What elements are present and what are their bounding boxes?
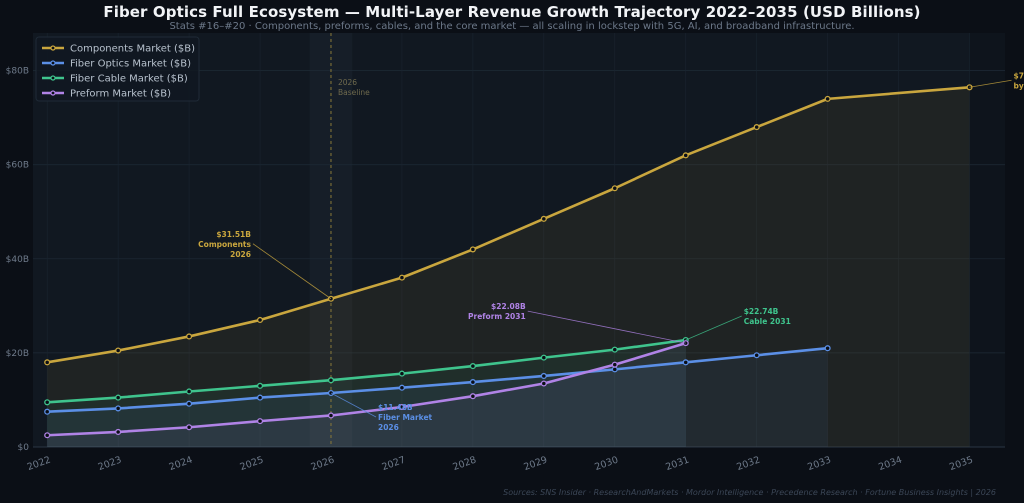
data-point [186, 424, 193, 431]
right-band [969, 33, 1005, 447]
x-tick-label: 2028 [451, 454, 477, 473]
chart-title: Fiber Optics Full Ecosystem — Multi-Laye… [103, 3, 921, 21]
annotation-label: $22.08B [491, 302, 526, 311]
x-tick-label: 2032 [735, 454, 761, 473]
x-tick-label: 2029 [522, 454, 548, 473]
source-note: Sources: SNS Insider · ResearchAndMarket… [503, 488, 996, 497]
legend-label: Fiber Cable Market ($B) [70, 74, 188, 85]
y-tick-label: $80B [6, 67, 29, 77]
data-point [540, 354, 547, 361]
data-point [44, 399, 51, 406]
legend-marker [50, 90, 56, 96]
data-point [256, 382, 264, 389]
series-area [47, 340, 686, 447]
annotation-label: Preform 2031 [468, 312, 526, 321]
x-tick-label: 2030 [593, 454, 619, 473]
data-point [44, 432, 51, 439]
series-line [47, 341, 687, 437]
data-point [186, 400, 193, 407]
data-point [540, 380, 547, 387]
data-point [256, 316, 264, 324]
data-point [398, 370, 405, 377]
data-point [540, 372, 547, 380]
legend-label: Fiber Optics Market ($B) [70, 59, 191, 70]
annotation-arrow [252, 243, 332, 300]
data-point [115, 405, 122, 412]
y-tick-label: $40B [6, 255, 29, 265]
legend-label: Components Market ($B) [70, 44, 195, 55]
annotation-label: Cable 2031 [744, 317, 791, 326]
data-point [611, 185, 618, 192]
series-area [47, 343, 686, 447]
legend-marker [50, 60, 56, 66]
data-point [469, 246, 476, 253]
baseline-label-year: 2026 [338, 78, 357, 87]
x-tick-label: 2027 [380, 454, 406, 473]
annotation-arrow [685, 315, 742, 341]
x-tick-label: 2031 [664, 454, 690, 473]
x-tick-label: 2034 [877, 454, 903, 473]
annotation-label: 2026 [378, 423, 399, 432]
data-point [327, 412, 335, 419]
annotation-label: $22.74B [744, 307, 779, 316]
y-tick-label: $60B [6, 161, 29, 171]
annotation-label: $76.46B [1014, 71, 1024, 80]
data-point [256, 418, 264, 425]
x-tick-label: 2033 [806, 454, 832, 473]
data-point [186, 333, 193, 340]
data-point [611, 346, 618, 353]
annotation-label: $31.51B [216, 230, 251, 239]
data-point [753, 352, 760, 359]
data-point [824, 95, 831, 102]
data-point [256, 394, 264, 401]
y-tick-label: $20B [6, 349, 29, 359]
legend-label: Preform Market ($B) [70, 89, 171, 100]
data-point [398, 384, 405, 391]
legend-marker [50, 75, 56, 81]
data-point [115, 347, 122, 354]
data-point [469, 363, 476, 370]
chart-subtitle: Stats #16–#20 · Components, preforms, ca… [169, 21, 855, 32]
data-point [540, 215, 547, 222]
annotation-label: $11.48B [378, 403, 413, 412]
data-point [398, 274, 405, 281]
data-point [753, 124, 760, 131]
data-point [44, 408, 51, 415]
x-tick-label: 2035 [948, 454, 974, 473]
y-tick-label: $0 [18, 443, 30, 453]
x-tick-label: 2024 [168, 454, 194, 473]
data-point [115, 394, 122, 401]
data-point [327, 377, 335, 384]
annotation-label: Components [198, 240, 251, 249]
annotation-label: 2026 [230, 250, 251, 259]
data-point [611, 361, 618, 368]
annotation-label: by 2035 [1014, 81, 1024, 90]
data-point [186, 388, 193, 395]
x-tick-label: 2025 [239, 454, 265, 473]
baseline-label-text: Baseline [338, 88, 370, 97]
legend-box [35, 36, 200, 102]
data-point [115, 428, 122, 435]
annotation-arrow [330, 392, 377, 418]
annotation-label: Fiber Market [378, 413, 433, 422]
data-point [824, 345, 831, 352]
data-point [44, 359, 51, 366]
legend-marker [50, 45, 56, 51]
x-tick-label: 2026 [310, 454, 336, 473]
series-line [47, 346, 828, 414]
data-point [398, 403, 405, 411]
annotation-arrow [969, 79, 1012, 88]
series-line [47, 338, 686, 404]
data-point [682, 359, 689, 366]
data-point [469, 393, 476, 400]
data-point [469, 379, 476, 386]
x-tick-label: 2022 [26, 454, 52, 473]
x-tick-label: 2023 [97, 454, 123, 473]
annotation-arrow [527, 310, 686, 344]
data-point [682, 152, 689, 159]
